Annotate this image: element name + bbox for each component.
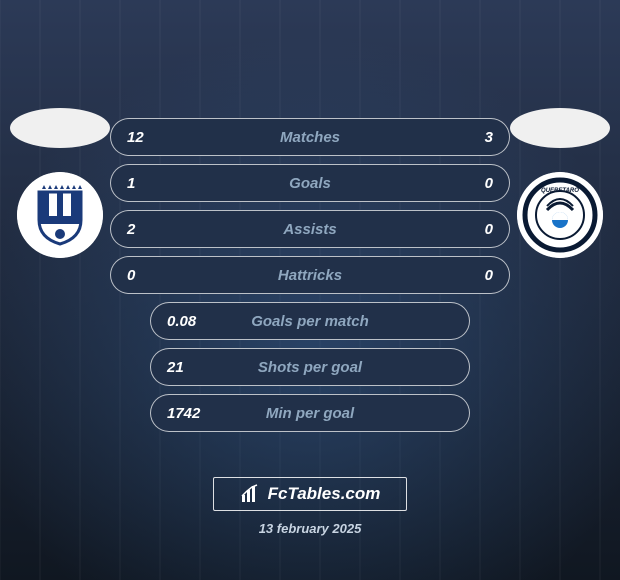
fctables-logo-text: FcTables.com bbox=[268, 484, 381, 504]
stat-row-value-right: 3 bbox=[469, 119, 509, 157]
stat-row: Assists2 0 bbox=[110, 210, 510, 248]
stat-row-value-left: 12 bbox=[111, 119, 160, 157]
stat-row: Shots per goal21 bbox=[150, 348, 470, 386]
stat-row-label: Assists bbox=[111, 211, 509, 249]
stat-row-value-right: 0 bbox=[469, 211, 509, 249]
stat-row: Min per goal1742 bbox=[150, 394, 470, 432]
stat-row-value-left: 0 bbox=[111, 257, 151, 295]
footer-date: 13 february 2025 bbox=[0, 521, 620, 536]
stat-row-value-left: 1 bbox=[111, 165, 151, 203]
player-left-name-ellipse bbox=[10, 108, 110, 148]
stat-row-value-left: 21 bbox=[151, 349, 200, 387]
stat-row-value-right: 0 bbox=[469, 165, 509, 203]
player-right-badge: QUERETARO bbox=[517, 172, 603, 258]
stat-row-value-right: 0 bbox=[469, 257, 509, 295]
stat-row-label: Matches bbox=[111, 119, 509, 157]
player-left-badge bbox=[17, 172, 103, 258]
svg-text:QUERETARO: QUERETARO bbox=[541, 188, 579, 194]
player-right-panel: QUERETARO bbox=[500, 108, 620, 258]
stat-row-value-left: 2 bbox=[111, 211, 151, 249]
stat-row-label: Goals bbox=[111, 165, 509, 203]
pachuca-crest bbox=[17, 172, 103, 258]
queretaro-crest: QUERETARO bbox=[517, 172, 603, 258]
stat-row: Goals per match0.08 bbox=[150, 302, 470, 340]
fctables-logo: FcTables.com bbox=[213, 477, 408, 511]
stat-row-label: Hattricks bbox=[111, 257, 509, 295]
player-left-panel bbox=[0, 108, 120, 258]
stat-row-value-left: 0.08 bbox=[151, 303, 212, 341]
player-right-name-ellipse bbox=[510, 108, 610, 148]
stat-row: Goals1 0 bbox=[110, 164, 510, 202]
stat-row-value-left: 1742 bbox=[151, 395, 216, 433]
stat-row: Hattricks0 0 bbox=[110, 256, 510, 294]
stat-row: Matches12 3 bbox=[110, 118, 510, 156]
stats-rows: Matches123Goals10Assists20Hattricks00Goa… bbox=[110, 118, 510, 440]
bars-icon bbox=[240, 484, 260, 504]
